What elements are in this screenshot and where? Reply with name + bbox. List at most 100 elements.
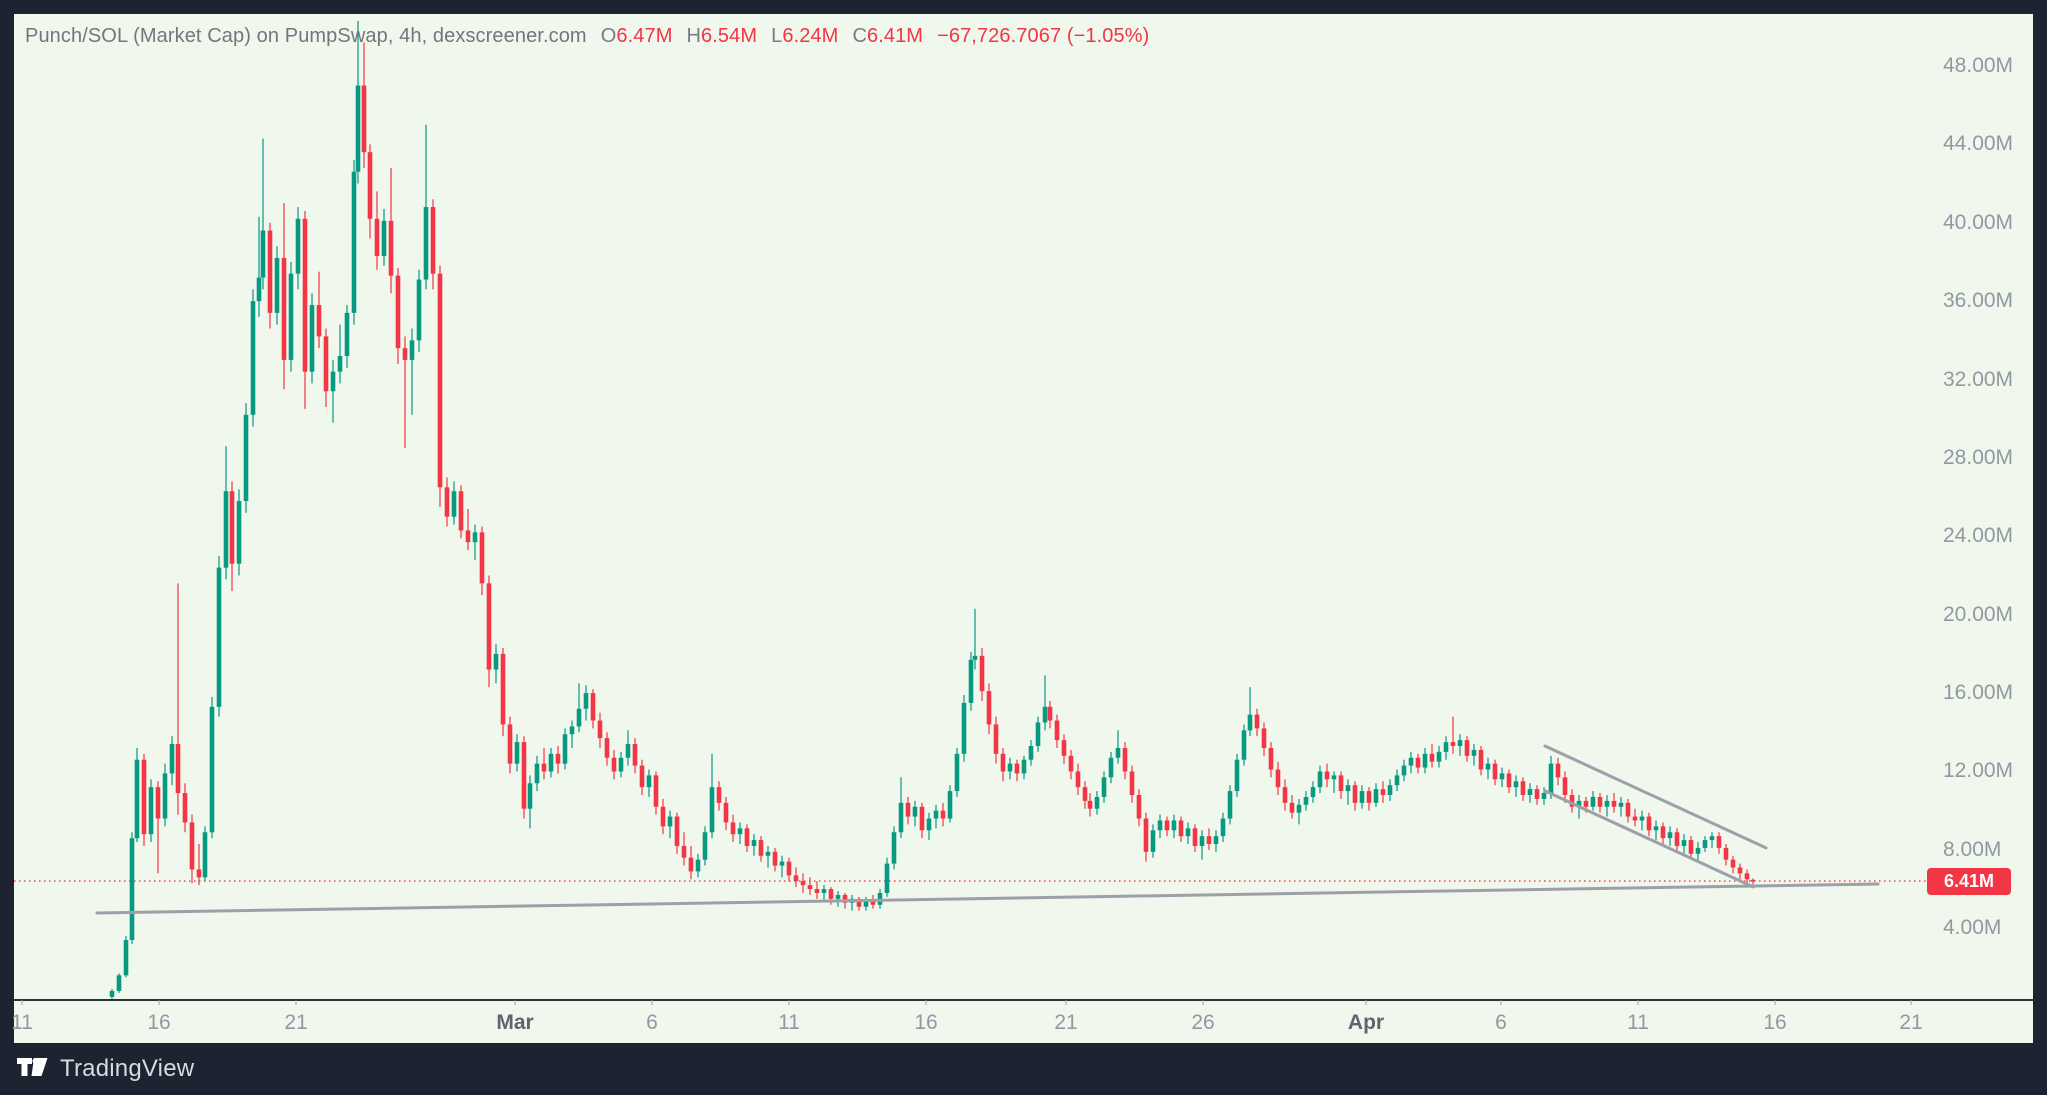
candle-up	[1401, 765, 1407, 776]
symbol-title[interactable]: Punch/SOL (Market Cap) on PumpSwap, 4h, …	[25, 25, 587, 47]
candle-up	[1394, 775, 1400, 786]
candle-up	[884, 863, 890, 893]
candle-up	[1709, 836, 1715, 841]
candle-up	[898, 802, 904, 833]
candle-up	[1296, 804, 1302, 813]
candle-up	[1171, 820, 1177, 831]
candle-down	[281, 258, 287, 360]
candle-down	[674, 816, 680, 846]
candle-down	[229, 491, 235, 564]
candle-up	[1373, 789, 1379, 803]
candle-down	[1087, 800, 1093, 809]
candle-down	[507, 724, 513, 764]
candle-down	[500, 653, 506, 725]
candle-down	[807, 885, 813, 890]
candle-down	[1275, 769, 1281, 788]
candle-up	[562, 734, 568, 764]
candle-up	[1042, 706, 1048, 723]
time-tick-label: 11	[11, 1011, 33, 1034]
candle-down	[479, 532, 485, 584]
tradingview-logo-icon[interactable]	[16, 1056, 50, 1083]
candle-up	[1695, 847, 1701, 854]
candle-up	[1303, 796, 1309, 805]
candle-down	[437, 273, 443, 488]
candle-down	[1068, 755, 1074, 772]
candle-up	[202, 832, 208, 878]
candle-down	[940, 810, 946, 819]
candle-up	[1101, 777, 1107, 797]
candle-down	[1716, 836, 1722, 848]
candle-up	[1213, 836, 1219, 844]
candle-up	[1021, 759, 1027, 774]
candle-down	[1366, 791, 1372, 803]
footer-bar: TradingView	[16, 1053, 194, 1085]
time-tick-label: 6	[1495, 1011, 1507, 1034]
chart-panel[interactable]	[14, 14, 2033, 1043]
candle-down	[189, 822, 195, 870]
candle-up	[1436, 751, 1442, 762]
candle-up	[947, 791, 953, 819]
candle-up	[667, 816, 673, 827]
candle-up	[337, 355, 343, 372]
candle-up	[1548, 763, 1554, 794]
time-month-label: Apr	[1347, 1011, 1385, 1034]
candle-down	[1261, 728, 1267, 748]
price-tick-label: 36.00M	[1943, 289, 2014, 313]
candle-down	[555, 753, 561, 764]
candle-up	[1485, 763, 1491, 770]
candle-down	[1506, 773, 1512, 788]
candle-down	[388, 220, 394, 276]
candle-down	[1478, 749, 1484, 770]
candle-up	[451, 491, 457, 517]
candle-up	[116, 975, 122, 991]
time-month-label: Mar	[496, 1011, 534, 1034]
candle-up	[1527, 789, 1533, 795]
candle-down	[1429, 753, 1435, 762]
candle-up	[1035, 722, 1041, 747]
candle-up	[493, 653, 499, 670]
candle-down	[1164, 820, 1170, 831]
candle-down	[1730, 859, 1736, 868]
candle-down	[1534, 789, 1540, 799]
candle-down	[590, 693, 596, 721]
candle-up	[583, 693, 589, 709]
candle-up	[162, 773, 168, 819]
candle-down	[772, 851, 778, 866]
candle-down	[800, 881, 806, 886]
ohlc-high-label: H	[686, 25, 702, 47]
candle-down	[1611, 800, 1617, 807]
candle-up	[1150, 830, 1156, 852]
candle-up	[1241, 730, 1247, 760]
candle-up	[472, 532, 478, 543]
candle-up	[779, 861, 785, 866]
time-tick-label: 16	[147, 1011, 171, 1034]
ohlc-open-value: 6.47M	[616, 25, 673, 47]
candle-up	[625, 744, 631, 758]
candle-down	[842, 894, 848, 903]
candle-down	[402, 348, 408, 360]
candle-down	[1352, 785, 1358, 803]
candle-up	[702, 832, 708, 860]
candle-up	[344, 312, 350, 356]
candle-up	[1094, 796, 1100, 809]
candle-down	[1268, 747, 1274, 770]
candle-down	[1082, 787, 1088, 801]
candle-up	[1359, 791, 1365, 803]
candle-up	[216, 567, 222, 707]
tradingview-brand[interactable]: TradingView	[60, 1055, 195, 1082]
candle-down	[1625, 802, 1631, 817]
candle-down	[905, 802, 911, 817]
candle-up	[821, 889, 827, 893]
time-tick-label: 6	[646, 1011, 658, 1034]
candle-up	[534, 763, 540, 784]
candle-up	[926, 818, 932, 831]
candle-up	[514, 742, 520, 764]
candle-down	[1122, 747, 1128, 772]
candle-up	[1185, 828, 1191, 837]
ohlc-high-value: 6.54M	[701, 25, 758, 47]
candle-down	[444, 487, 450, 517]
candle-down	[374, 218, 380, 257]
candle-down	[1075, 771, 1081, 788]
